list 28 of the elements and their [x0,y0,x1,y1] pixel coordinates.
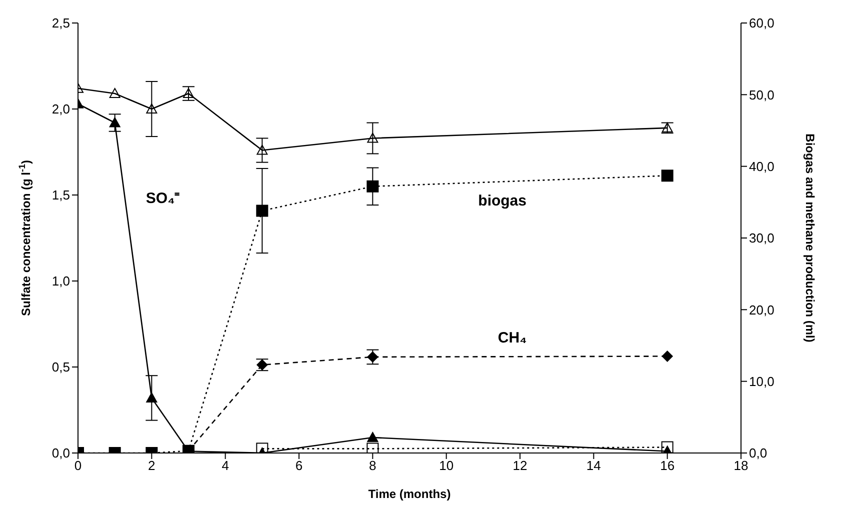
x-tick-label: 16 [660,458,675,474]
y2-tick-label: 10,0 [749,374,774,389]
y2-tick-label: 0,0 [749,446,768,461]
x-tick-label: 8 [369,458,376,474]
y-tick-label: 2,5 [52,16,70,31]
y2-axis-title: Biogas and methane production (ml) [803,134,817,342]
x-tick-label: 18 [734,458,748,474]
y-tick-label: 1,0 [52,274,70,289]
x-tick-label: 14 [586,458,601,474]
y2-tick-label: 60,0 [749,16,774,31]
y-tick-label: 1,5 [52,188,70,203]
series-label: SO₄⁼ [146,190,180,207]
x-tick-label: 10 [439,458,454,474]
x-tick-label: 4 [222,458,229,474]
series-label: biogas [478,192,527,210]
y2-tick-label: 30,0 [749,230,774,246]
series-label: CH₄ [498,329,527,346]
x-tick-label: 12 [512,458,528,474]
y-tick-label: 0,5 [52,360,70,375]
x-tick-label: 0 [74,458,82,474]
y2-tick-label: 20,0 [749,302,774,318]
x-tick-label: 6 [295,458,303,474]
y-tick-label: 2,0 [52,102,70,117]
x-axis-title: Time (months) [368,487,451,501]
x-tick-label: 2 [148,458,156,474]
y2-tick-label: 50,0 [749,87,774,102]
y2-tick-label: 40,0 [749,158,774,174]
y-tick-label: 0,0 [52,446,70,461]
